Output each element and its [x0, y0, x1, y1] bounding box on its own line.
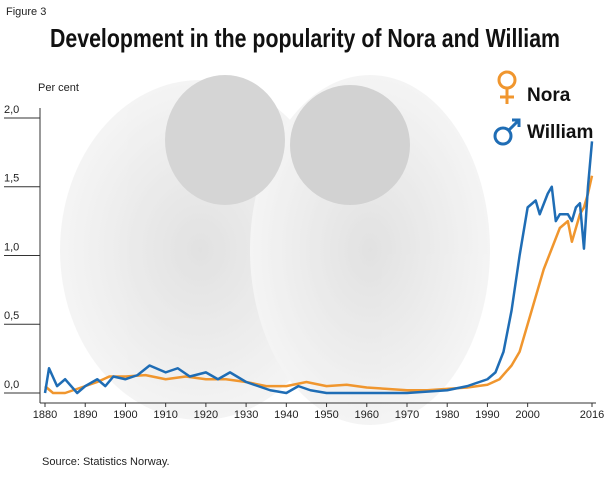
- y-tick-label: 0,5: [4, 310, 19, 322]
- x-tick-label: 2016: [580, 409, 604, 421]
- figure-label: Figure 3: [6, 6, 46, 18]
- y-tick-label: 1,5: [4, 173, 19, 185]
- x-tick-label: 1950: [314, 409, 338, 421]
- y-tick-label: 2,0: [4, 104, 19, 116]
- x-tick-label: 1890: [73, 409, 97, 421]
- y-axis-label: Per cent: [38, 82, 79, 94]
- background-photo: [60, 75, 490, 425]
- x-tick-label: 1900: [113, 409, 137, 421]
- x-tick-label: 2000: [515, 409, 539, 421]
- legend-label: William: [527, 122, 593, 143]
- y-tick-label: 0,0: [4, 379, 19, 391]
- x-tick-label: 1880: [33, 409, 57, 421]
- x-tick-label: 1970: [395, 409, 419, 421]
- william-symbol: [493, 118, 521, 146]
- y-tick-label: 1,0: [4, 241, 19, 253]
- nora-symbol: [497, 70, 517, 104]
- x-tick-label: 1980: [435, 409, 459, 421]
- x-tick-label: 1990: [475, 409, 499, 421]
- series-line: [44, 175, 594, 395]
- x-tick-label: 1910: [153, 409, 177, 421]
- x-tick-label: 1930: [234, 409, 258, 421]
- legend-label: Nora: [527, 85, 571, 106]
- x-tick-label: 1960: [355, 409, 379, 421]
- source: Source: Statistics Norway.: [42, 456, 170, 468]
- x-tick-label: 1920: [194, 409, 218, 421]
- series-line: [43, 141, 594, 395]
- x-tick-label: 1940: [274, 409, 298, 421]
- chart-title: Development in the popularity of Nora an…: [50, 23, 560, 53]
